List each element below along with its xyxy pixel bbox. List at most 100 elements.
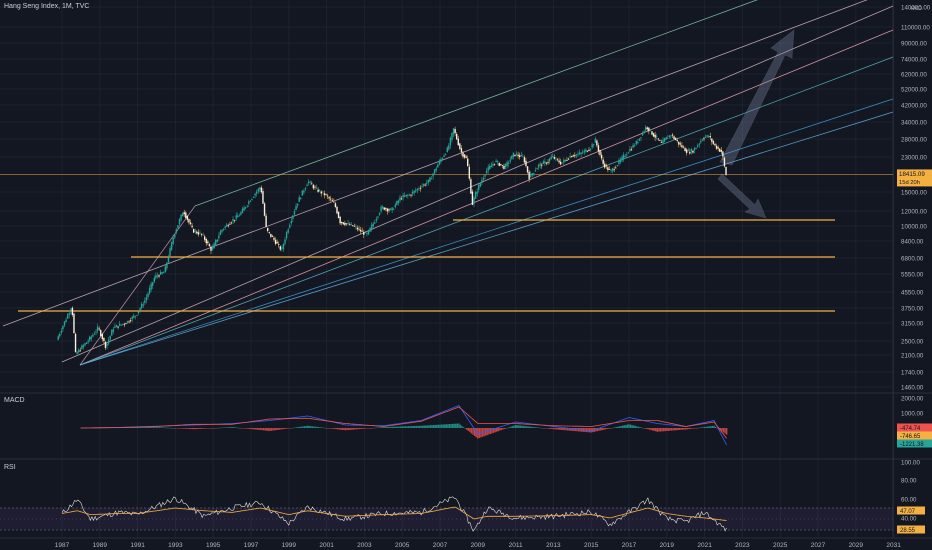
macd-histogram-bar [307, 425, 309, 428]
candle-body [498, 162, 500, 166]
candle-body [575, 154, 578, 156]
macd-histogram-bar [628, 424, 630, 428]
macd-histogram-bar [297, 427, 299, 428]
candle-body [281, 247, 283, 249]
candle-body [82, 345, 85, 348]
candle-body [325, 194, 327, 196]
candle-body [657, 138, 659, 140]
candle-body [485, 170, 488, 174]
macd-histogram-bar [538, 427, 540, 429]
candle-body [213, 243, 215, 249]
macd-histogram-bar [631, 425, 633, 428]
macd-histogram-bar [489, 428, 492, 434]
macd-histogram-bar [420, 425, 422, 428]
macd-histogram-bar [573, 428, 575, 431]
macd-histogram-bar [464, 428, 466, 429]
candle-body [339, 216, 341, 224]
macd-histogram-bar [562, 428, 564, 431]
candle-body [567, 158, 570, 160]
candle-body [186, 215, 189, 220]
macd-histogram-bar [336, 428, 339, 430]
macd-histogram-bar [588, 428, 591, 433]
macd-histogram-bar [469, 428, 471, 433]
macd-histogram-bar [529, 426, 531, 428]
macd-histogram-bar [165, 427, 167, 429]
candle-body [274, 239, 277, 245]
macd-histogram-bar [472, 428, 474, 435]
candle-body [611, 168, 614, 172]
macd-histogram-bar [507, 427, 509, 429]
macd-histogram-bar [455, 423, 457, 428]
candle-body [85, 342, 88, 344]
candle-body [550, 156, 552, 160]
candle-body [300, 197, 302, 199]
candle-body [641, 132, 644, 136]
candle-body [202, 234, 204, 236]
x-tick-label: 1993 [168, 542, 183, 549]
macd-histogram-bar [300, 426, 303, 428]
macd-histogram-bar [234, 427, 236, 428]
macd-histogram-bar [144, 427, 147, 428]
candle-body [169, 248, 171, 256]
candle-body [388, 209, 390, 211]
macd-histogram-bar [155, 427, 158, 428]
candle-body [320, 191, 322, 194]
macd-histogram-bar [492, 428, 495, 433]
macd-histogram-bar [421, 425, 424, 428]
macd-histogram-bar [398, 426, 400, 428]
candle-body [473, 197, 475, 204]
candle-body [633, 145, 636, 147]
macd-y-tick-label: 2000.00 [901, 396, 924, 403]
macd-histogram-bar [239, 427, 241, 429]
candle-body [380, 206, 382, 212]
candle-body [199, 232, 201, 234]
macd-histogram-bar [544, 428, 547, 429]
candle-body [188, 219, 190, 223]
macd-histogram-bar [648, 428, 651, 430]
y-tick-label: 5550.00 [901, 272, 924, 279]
macd-histogram-bar [366, 428, 369, 429]
macd-value-badge [897, 439, 932, 448]
candle-body [635, 141, 637, 145]
macd-histogram-bar [215, 427, 218, 429]
candle-body [120, 324, 122, 326]
candle-body [556, 159, 559, 161]
macd-pane-title: MACD [4, 397, 25, 404]
candle-body [537, 164, 540, 168]
macd-histogram-bar [650, 428, 652, 431]
candle-body [608, 168, 611, 170]
candle-body [334, 203, 337, 207]
candle-body [296, 203, 299, 206]
candle-body [421, 186, 423, 187]
macd-histogram-bar [214, 428, 216, 429]
candle-body [478, 185, 480, 190]
candle-body [396, 201, 398, 205]
macd-histogram-bar [349, 428, 351, 430]
macd-histogram-bar [521, 425, 523, 428]
y-tick-label: 74000.00 [901, 57, 927, 64]
candle-body [646, 127, 648, 130]
macd-histogram-bar [456, 423, 459, 428]
candle-body [262, 191, 264, 204]
macd-histogram-bar [352, 428, 355, 430]
macd-histogram-bar [530, 426, 533, 428]
candle-body [232, 219, 234, 222]
y-tick-label: 4550.00 [901, 290, 924, 297]
macd-histogram-bar [299, 426, 301, 428]
macd-histogram-bar [251, 428, 254, 430]
macd-histogram-bar [439, 424, 441, 428]
macd-histogram-bar [639, 427, 641, 428]
candle-body [719, 148, 721, 152]
macd-histogram-bar [535, 427, 537, 428]
macd-histogram-bar [160, 427, 162, 428]
candle-body [356, 227, 359, 230]
candle-body [711, 138, 713, 142]
macd-histogram-bar [444, 424, 446, 428]
macd-histogram-bar [511, 426, 514, 428]
candle-body [306, 184, 308, 187]
candle-body [307, 181, 310, 184]
candle-body [397, 200, 400, 203]
candle-body [383, 207, 385, 210]
candle-body [637, 142, 639, 143]
